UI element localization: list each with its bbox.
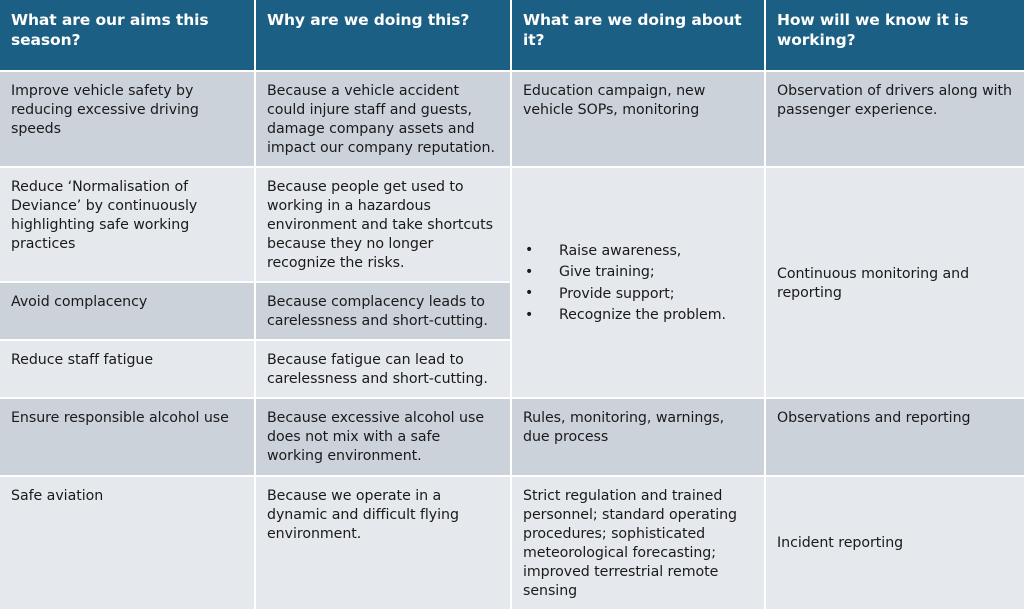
table-row: Improve vehicle safety by reducing exces… [0,72,1024,169]
column-header-aims: What are our aims this season? [0,0,256,72]
cell-measure-5: Observations and reporting [766,399,1024,477]
cell-why-3: Because complacency leads to carelessnes… [256,283,512,342]
list-item: Give training; [523,262,753,284]
table-row: Safe aviation Because we operate in a dy… [0,476,1024,610]
cell-aim-5: Ensure responsible alcohol use [0,399,256,477]
action-bullet-list: Raise awareness, Give training; Provide … [523,240,753,327]
cell-why-5: Because excessive alcohol use does not m… [256,399,512,477]
cell-action-6: Strict regulation and trained personnel;… [512,476,766,610]
table-body: Improve vehicle safety by reducing exces… [0,72,1024,610]
cell-aim-6: Safe aviation [0,476,256,610]
cell-action-5: Rules, monitoring, warnings, due process [512,399,766,477]
cell-why-6: Because we operate in a dynamic and diff… [256,476,512,610]
cell-why-4: Because fatigue can lead to carelessness… [256,341,512,400]
column-header-measures: How will we know it is working? [766,0,1024,72]
cell-aim-1: Improve vehicle safety by reducing exces… [0,72,256,169]
column-header-why: Why are we doing this? [256,0,512,72]
column-header-actions: What are we doing about it? [512,0,766,72]
table-row: Ensure responsible alcohol use Because e… [0,399,1024,477]
cell-measure-1: Observation of drivers along with passen… [766,72,1024,169]
cell-aim-3: Avoid complacency [0,283,256,342]
cell-measure-merged-2-4: Continuous monitoring and reporting [766,168,1024,400]
table-row: Reduce staff fatigue Because fatigue can… [0,341,1024,400]
list-item: Raise awareness, [523,240,753,263]
table-header: What are our aims this season? Why are w… [0,0,1024,72]
cell-aim-2: Reduce ‘Normalisation of Deviance’ by co… [0,168,256,284]
table-row: Reduce ‘Normalisation of Deviance’ by co… [0,168,1024,400]
cell-action-1: Education campaign, new vehicle SOPs, mo… [512,72,766,169]
list-item: Provide support; [523,283,753,306]
cell-action-merged-2-4: Raise awareness, Give training; Provide … [512,168,766,400]
cell-aim-4: Reduce staff fatigue [0,341,256,400]
cell-why-2: Because people get used to working in a … [256,168,512,284]
cell-why-1: Because a vehicle accident could injure … [256,72,512,169]
table-row: Avoid complacency Because complacency le… [0,283,1024,342]
list-item: Recognize the problem. [523,305,753,327]
cell-measure-6: Incident reporting [766,476,1024,610]
header-row: What are our aims this season? Why are w… [0,0,1024,72]
